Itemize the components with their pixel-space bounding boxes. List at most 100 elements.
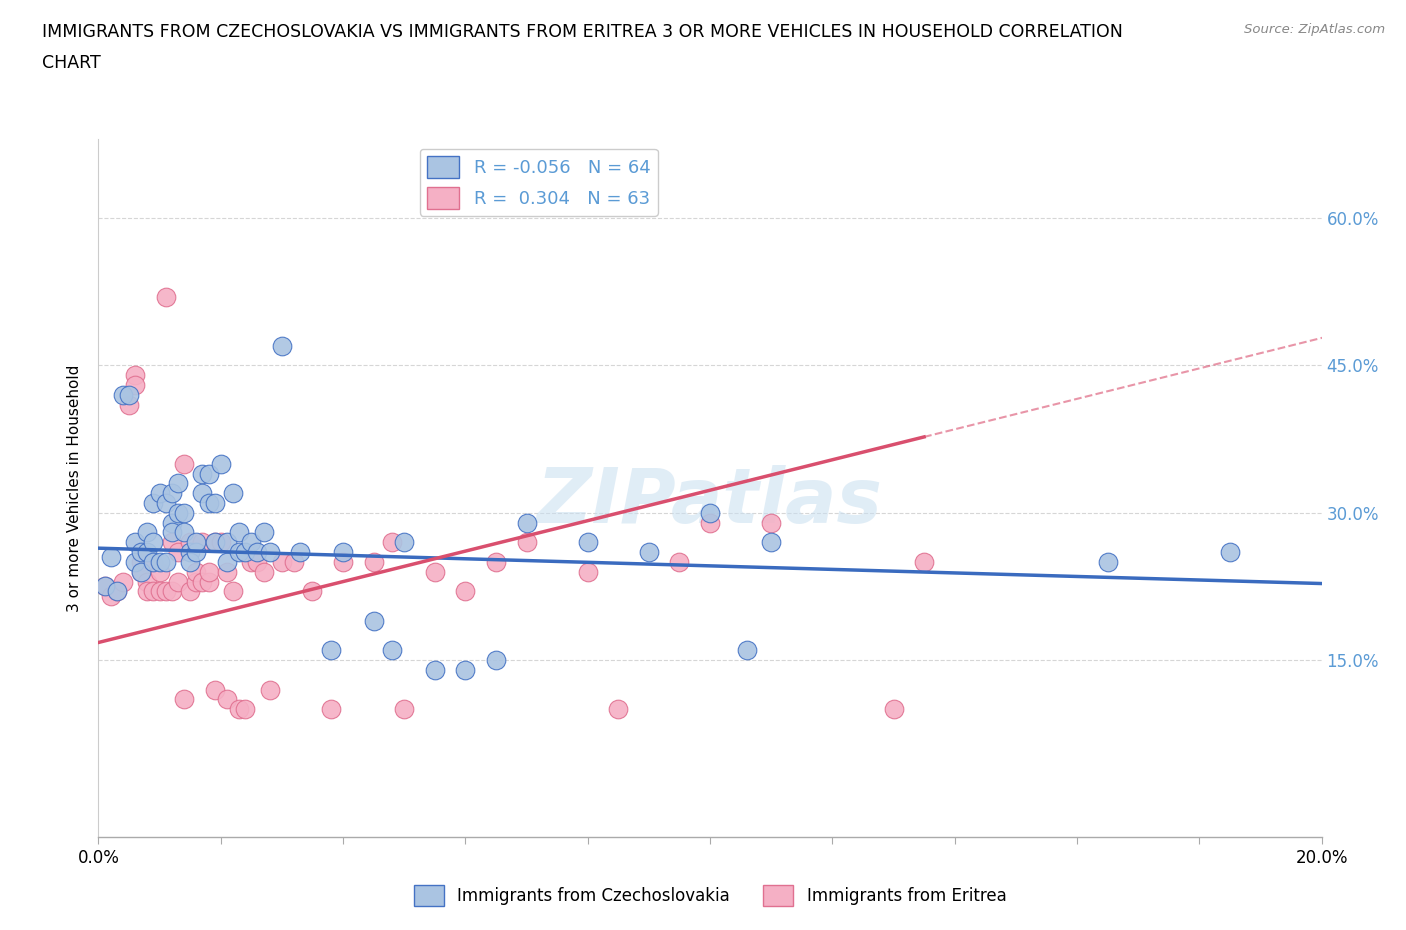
- Text: Source: ZipAtlas.com: Source: ZipAtlas.com: [1244, 23, 1385, 36]
- Point: [179, 535, 201, 550]
- Point: [149, 565, 172, 579]
- Point: [186, 545, 208, 560]
- Point: [191, 535, 214, 550]
- Point: [142, 535, 165, 550]
- Point: [186, 535, 208, 550]
- Point: [246, 545, 269, 560]
- Point: [155, 496, 177, 511]
- Point: [209, 535, 232, 550]
- Point: [160, 485, 183, 500]
- Point: [363, 614, 385, 629]
- Point: [136, 545, 159, 560]
- Point: [392, 702, 416, 717]
- Point: [215, 535, 238, 550]
- Point: [155, 554, 177, 569]
- Point: [332, 554, 354, 569]
- Point: [576, 535, 599, 550]
- Point: [283, 554, 305, 569]
- Point: [167, 545, 190, 560]
- Legend: Immigrants from Czechoslovakia, Immigrants from Eritrea: Immigrants from Czechoslovakia, Immigran…: [408, 879, 1012, 912]
- Point: [259, 545, 281, 560]
- Point: [607, 702, 630, 717]
- Point: [197, 574, 219, 589]
- Point: [129, 565, 152, 579]
- Point: [111, 388, 134, 403]
- Text: IMMIGRANTS FROM CZECHOSLOVAKIA VS IMMIGRANTS FROM ERITREA 3 OR MORE VEHICLES IN : IMMIGRANTS FROM CZECHOSLOVAKIA VS IMMIGR…: [42, 23, 1123, 41]
- Point: [167, 574, 190, 589]
- Point: [516, 535, 538, 550]
- Point: [233, 545, 256, 560]
- Point: [363, 554, 385, 569]
- Point: [228, 545, 250, 560]
- Point: [485, 653, 508, 668]
- Point: [454, 584, 477, 599]
- Point: [197, 565, 219, 579]
- Point: [485, 554, 508, 569]
- Text: ZIPatlas: ZIPatlas: [537, 465, 883, 539]
- Point: [142, 554, 165, 569]
- Point: [270, 339, 292, 353]
- Point: [129, 545, 152, 560]
- Point: [252, 525, 274, 540]
- Point: [215, 565, 238, 579]
- Point: [381, 643, 404, 658]
- Point: [215, 692, 238, 707]
- Point: [179, 545, 201, 560]
- Point: [149, 485, 172, 500]
- Point: [197, 466, 219, 481]
- Point: [142, 554, 165, 569]
- Point: [883, 702, 905, 717]
- Point: [735, 643, 758, 658]
- Point: [111, 574, 134, 589]
- Point: [191, 485, 214, 500]
- Point: [191, 574, 214, 589]
- Point: [179, 554, 201, 569]
- Point: [1097, 554, 1119, 569]
- Point: [319, 702, 342, 717]
- Point: [228, 702, 250, 717]
- Point: [290, 545, 312, 560]
- Point: [204, 535, 226, 550]
- Point: [759, 535, 782, 550]
- Point: [246, 554, 269, 569]
- Point: [637, 545, 661, 560]
- Point: [155, 289, 177, 304]
- Point: [129, 554, 152, 569]
- Point: [173, 457, 195, 472]
- Point: [233, 702, 256, 717]
- Point: [118, 388, 141, 403]
- Point: [699, 505, 721, 520]
- Text: CHART: CHART: [42, 54, 101, 72]
- Point: [100, 550, 122, 565]
- Point: [155, 584, 177, 599]
- Point: [160, 525, 183, 540]
- Point: [301, 584, 323, 599]
- Point: [124, 535, 146, 550]
- Point: [222, 584, 245, 599]
- Point: [1219, 545, 1241, 560]
- Point: [191, 466, 214, 481]
- Point: [381, 535, 404, 550]
- Point: [142, 496, 165, 511]
- Point: [186, 574, 208, 589]
- Point: [259, 683, 281, 698]
- Point: [179, 584, 201, 599]
- Point: [136, 574, 159, 589]
- Point: [240, 535, 263, 550]
- Point: [93, 579, 115, 594]
- Point: [160, 535, 183, 550]
- Point: [149, 584, 172, 599]
- Point: [197, 496, 219, 511]
- Point: [173, 692, 195, 707]
- Y-axis label: 3 or more Vehicles in Household: 3 or more Vehicles in Household: [67, 365, 83, 612]
- Point: [124, 554, 146, 569]
- Point: [136, 525, 159, 540]
- Point: [136, 584, 159, 599]
- Point: [319, 643, 342, 658]
- Point: [124, 378, 146, 392]
- Point: [186, 565, 208, 579]
- Point: [222, 485, 245, 500]
- Point: [124, 368, 146, 383]
- Point: [118, 397, 141, 412]
- Point: [204, 683, 226, 698]
